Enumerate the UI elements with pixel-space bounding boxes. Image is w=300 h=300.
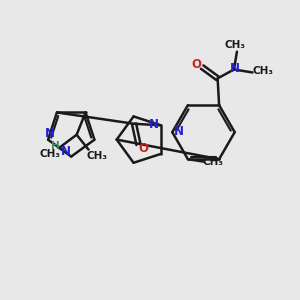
- Text: CH₃: CH₃: [225, 40, 246, 50]
- Text: O: O: [139, 142, 149, 155]
- Text: N: N: [230, 62, 240, 75]
- Text: H: H: [51, 141, 60, 151]
- Text: O: O: [192, 58, 202, 71]
- Text: CH₃: CH₃: [252, 66, 273, 76]
- Text: N: N: [174, 125, 184, 138]
- Text: N: N: [44, 127, 55, 140]
- Text: N: N: [149, 118, 159, 130]
- Text: CH₃: CH₃: [39, 149, 60, 159]
- Text: CH₃: CH₃: [87, 151, 108, 160]
- Text: CH₃: CH₃: [202, 157, 224, 166]
- Text: N: N: [61, 145, 71, 158]
